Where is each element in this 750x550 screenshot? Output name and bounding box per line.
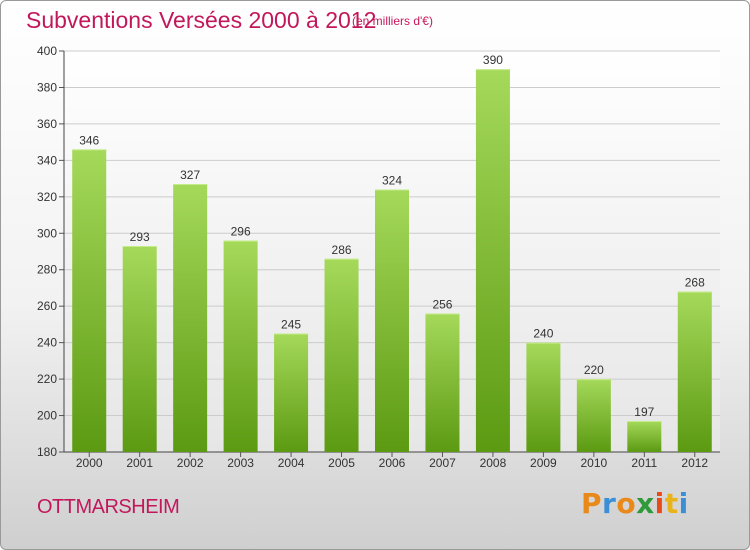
y-tick-label: 340 [37, 153, 57, 167]
y-tick-label: 300 [37, 226, 57, 240]
logo-letter: t [664, 487, 679, 520]
x-tick-label: 2009 [530, 456, 557, 470]
logo-letter: x [636, 487, 655, 520]
x-tick-label: 2011 [631, 456, 657, 470]
commune-name: OTTMARSHEIM [37, 496, 180, 518]
x-tick-label: 2000 [76, 456, 103, 470]
x-tick-label: 2002 [177, 456, 204, 470]
data-label: 324 [382, 174, 402, 188]
x-tick-label: 2012 [681, 456, 708, 470]
bar-2011 [627, 421, 662, 452]
chart-subtitle: (en milliers d'€) [352, 14, 433, 28]
x-tick-label: 2007 [429, 456, 456, 470]
data-label: 256 [432, 297, 452, 311]
y-tick-label: 400 [37, 44, 57, 58]
y-tick-label: 260 [37, 299, 57, 313]
bar-2003 [223, 240, 258, 452]
bar-2012 [677, 291, 712, 452]
y-tick-label: 380 [37, 80, 57, 94]
logo-letter: r [602, 487, 617, 520]
data-label: 346 [79, 133, 99, 147]
data-label: 197 [634, 405, 654, 419]
data-label: 327 [180, 168, 200, 182]
data-label: 240 [533, 327, 553, 341]
bar-2001 [122, 246, 157, 452]
x-tick-label: 2001 [126, 456, 153, 470]
data-label: 268 [685, 276, 705, 290]
bar-2008 [475, 69, 510, 453]
x-tick-label: 2003 [227, 456, 254, 470]
bar-2009 [526, 342, 561, 452]
chart-title: Subventions Versées 2000 à 2012 [26, 7, 377, 33]
bar-2010 [576, 379, 611, 452]
bar-2006 [375, 189, 409, 452]
logo-letter: o [616, 487, 637, 520]
y-tick-label: 360 [37, 117, 57, 131]
data-label: 293 [130, 230, 150, 244]
bar-2005 [324, 258, 359, 452]
y-tick-label: 220 [37, 372, 57, 386]
bar-2000 [72, 149, 107, 452]
data-label: 296 [231, 225, 251, 239]
x-tick-label: 2004 [278, 456, 305, 470]
bar-2004 [274, 333, 309, 452]
data-label: 390 [483, 53, 503, 67]
proxiti-logo: Proxiti [581, 487, 689, 520]
logo-letter: i [654, 487, 665, 520]
y-tick-label: 200 [37, 409, 57, 423]
data-label: 286 [332, 243, 352, 257]
data-label: 245 [281, 318, 301, 332]
y-tick-label: 280 [37, 263, 57, 277]
x-tick-label: 2008 [480, 456, 507, 470]
x-tick-label: 2005 [328, 456, 355, 470]
y-tick-label: 240 [37, 336, 57, 350]
x-tick-label: 2006 [379, 456, 406, 470]
y-tick-label: 180 [37, 445, 57, 459]
logo-letter: P [581, 487, 603, 520]
data-label: 220 [584, 363, 604, 377]
y-tick-label: 320 [37, 190, 57, 204]
x-tick-label: 2010 [580, 456, 607, 470]
bar-2007 [425, 313, 460, 452]
logo-letter: i [678, 487, 689, 520]
bar-2002 [173, 184, 208, 453]
